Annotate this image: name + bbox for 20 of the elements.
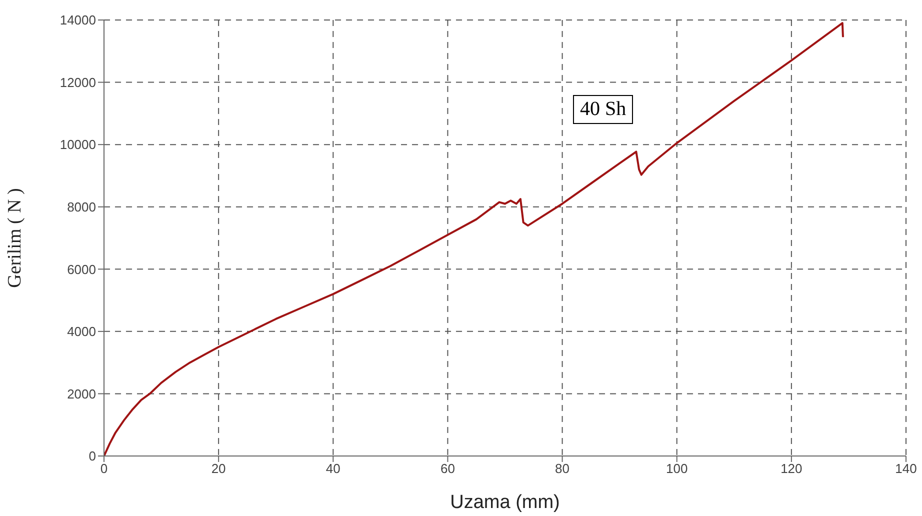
y-tick-label: 14000 bbox=[60, 12, 96, 28]
annotation: 40 Sh bbox=[573, 95, 634, 124]
y-tick-label: 0 bbox=[88, 448, 96, 464]
x-tick-label: 140 bbox=[895, 461, 917, 476]
y-tick-label: 8000 bbox=[67, 199, 96, 214]
x-tick-label: 0 bbox=[100, 461, 108, 476]
x-tick-label: 100 bbox=[666, 461, 688, 476]
y-tick-label: 12000 bbox=[60, 74, 96, 90]
y-tick-label: 10000 bbox=[60, 137, 96, 152]
y-axis-title: Gerilim ( N ) bbox=[4, 188, 26, 288]
x-tick-label: 40 bbox=[326, 461, 340, 476]
x-tick-label: 20 bbox=[211, 461, 226, 476]
y-tick-label: 4000 bbox=[67, 324, 96, 340]
x-tick-label: 60 bbox=[440, 461, 455, 476]
x-tick-label: 80 bbox=[555, 461, 570, 476]
y-tick-label: 2000 bbox=[67, 386, 96, 402]
y-tick-label: 6000 bbox=[67, 262, 96, 277]
x-axis-title: Uzama (mm) bbox=[450, 492, 560, 513]
x-tick-label: 120 bbox=[780, 461, 802, 476]
line-series bbox=[104, 22, 844, 456]
